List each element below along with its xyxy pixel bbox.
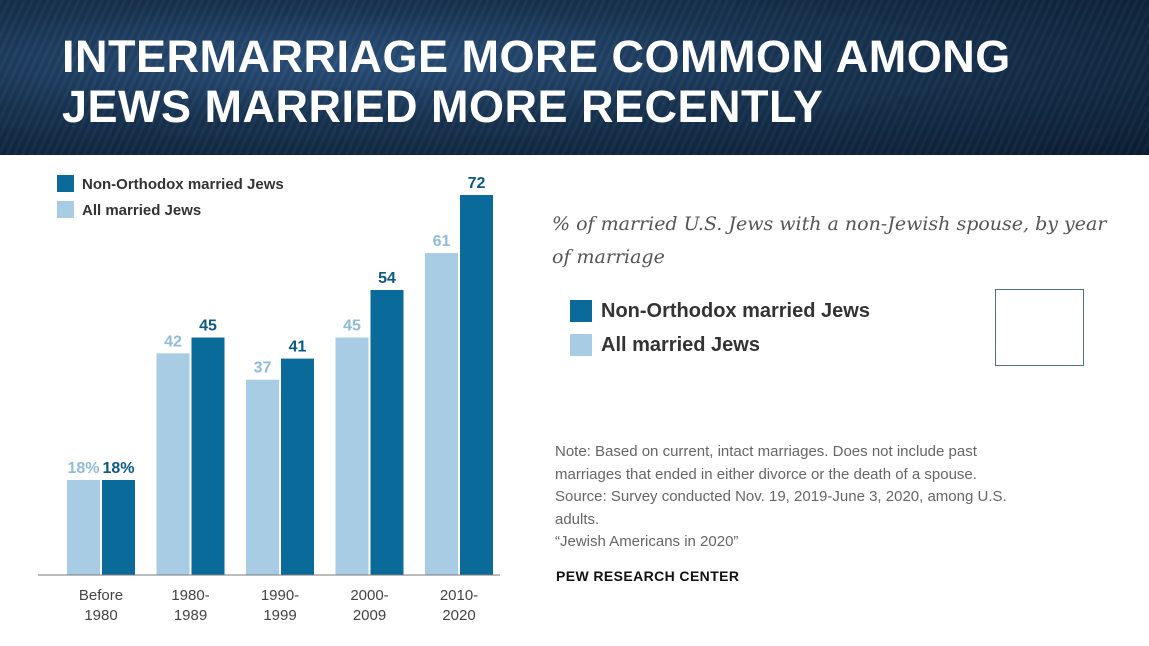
data-label-all-2: 37: [254, 360, 272, 377]
data-label-non-orthodox-3: 54: [378, 270, 396, 287]
legend2-item-all: All married Jews: [570, 328, 870, 362]
x-tick-label: 2020: [442, 607, 475, 624]
title-line-2: JEWS MARRIED MORE RECENTLY: [62, 81, 824, 132]
note-line: marriages that ended in either divorce o…: [555, 465, 977, 483]
legend-secondary: Non-Orthodox married Jews All married Je…: [570, 294, 870, 362]
legend-label-non-orthodox: Non-Orthodox married Jews: [82, 176, 284, 193]
data-label-all-4: 61: [433, 233, 451, 250]
legend2-label-all: All married Jews: [601, 333, 760, 356]
data-label-all-3: 45: [343, 318, 361, 335]
data-label-non-orthodox-2: 41: [289, 339, 307, 356]
bar-all-1: [156, 353, 190, 575]
title-line-1: INTERMARRIAGE MORE COMMON AMONG: [62, 31, 1011, 82]
bar-non-orthodox-2: [281, 358, 314, 575]
empty-frame: [995, 289, 1084, 366]
x-tick-label: Before: [79, 587, 123, 604]
data-label-non-orthodox-1: 45: [199, 318, 217, 335]
data-label-all-0: 18%: [67, 460, 99, 477]
bar-all-4: [425, 253, 458, 576]
x-tick-label: 1980: [84, 607, 117, 624]
bar-chart: Non-Orthodox married Jews All married Je…: [38, 175, 500, 624]
bar-all-0: [67, 480, 100, 575]
bar-non-orthodox-0: [102, 480, 135, 575]
x-tick-label: 2010-: [440, 587, 478, 604]
chart-subtitle: % of married U.S. Jews with a non-Jewish…: [552, 213, 1107, 268]
page-title: INTERMARRIAGE MORE COMMON AMONG JEWS MAR…: [62, 32, 1011, 132]
note-line: Note: Based on current, intact marriages…: [555, 443, 977, 460]
legend-swatch-all: [57, 201, 74, 218]
legend2-item-non-orthodox: Non-Orthodox married Jews: [570, 294, 870, 328]
x-tick-label: 1999: [263, 607, 296, 624]
bars-layer: 18% 18% 42 45 37 41 45 54 61 72: [67, 175, 493, 576]
bar-non-orthodox-3: [370, 290, 404, 575]
chart-note: Note: Based on current, intact marriages…: [555, 441, 1095, 554]
legend-label-all: All married Jews: [82, 202, 201, 219]
legend-swatch-non-orthodox: [57, 175, 74, 192]
data-label-non-orthodox-4: 72: [468, 175, 486, 192]
x-tick-label: 1989: [174, 607, 207, 624]
title-banner: INTERMARRIAGE MORE COMMON AMONG JEWS MAR…: [0, 0, 1149, 155]
bar-non-orthodox-4: [460, 195, 493, 575]
legend2-label-non-orthodox: Non-Orthodox married Jews: [601, 299, 870, 322]
x-tick-label: 2000-: [350, 587, 388, 604]
source-organization: PEW RESEARCH CENTER: [556, 568, 740, 584]
data-label-all-1: 42: [164, 333, 182, 350]
x-tick-label: 1990-: [261, 587, 299, 604]
x-axis-labels: Before 1980 1980- 1989 1990- 1999 2000- 2009 201…: [79, 587, 478, 624]
source-line: adults.: [555, 510, 600, 528]
data-label-non-orthodox-0: 18%: [102, 460, 134, 477]
legend2-swatch-non-orthodox: [570, 300, 592, 322]
x-tick-label: 2009: [353, 607, 386, 624]
source-line: Source: Survey conducted Nov. 19, 2019-J…: [555, 488, 1007, 505]
bar-non-orthodox-1: [191, 337, 225, 575]
report-title: “Jewish Americans in 2020”: [555, 533, 739, 550]
bar-all-3: [335, 337, 369, 575]
legend2-swatch-all: [570, 334, 592, 356]
bar-all-2: [246, 379, 279, 575]
chart-legend: Non-Orthodox married Jews All married Je…: [57, 175, 284, 219]
x-tick-label: 1980-: [171, 587, 209, 604]
